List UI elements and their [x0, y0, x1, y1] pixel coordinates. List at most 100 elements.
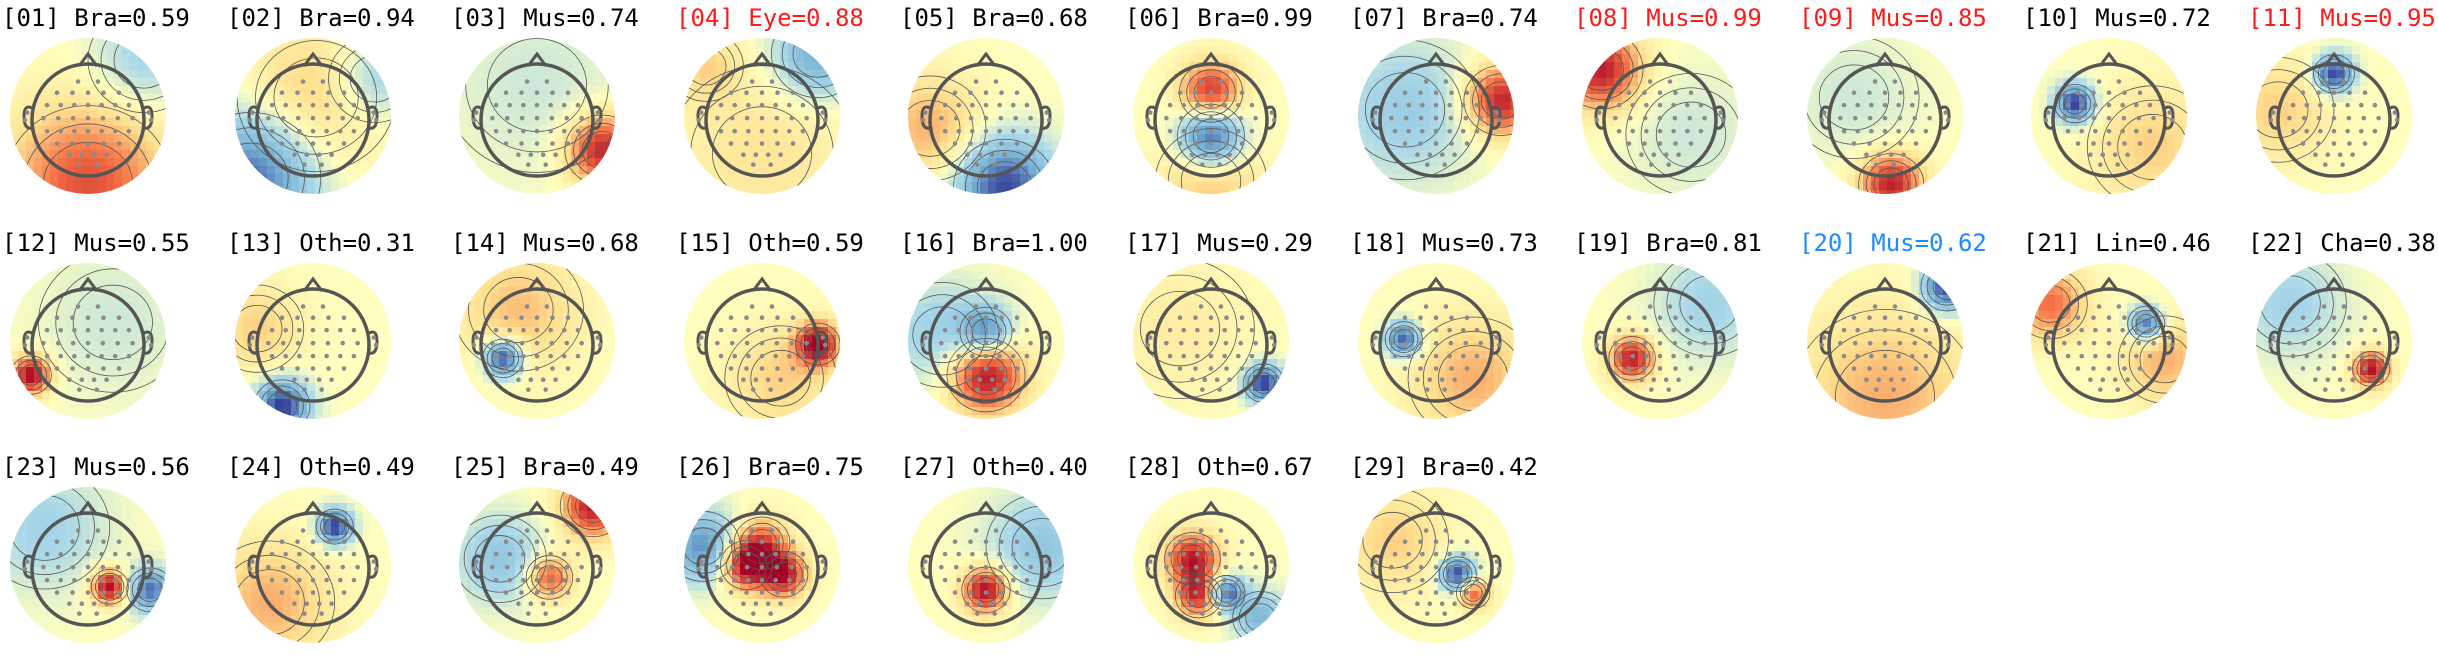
- ica-component-tile[interactable]: [12] Mus=0.55: [2, 225, 226, 447]
- topomap: [682, 36, 842, 198]
- ica-component-tile[interactable]: [14] Mus=0.68: [451, 225, 675, 447]
- ica-component-tile[interactable]: [27] Oth=0.40: [900, 449, 1124, 671]
- ica-component-tile[interactable]: [11] Mus=0.95: [2248, 0, 2438, 222]
- ica-component-tile[interactable]: [29] Bra=0.42: [1350, 449, 1574, 671]
- ica-component-tile[interactable]: [02] Bra=0.94: [227, 0, 451, 222]
- electrode-dot: [1227, 152, 1232, 157]
- component-label: [28] Oth=0.67: [1125, 449, 1365, 485]
- electrode-dot: [920, 118, 925, 123]
- electrode-dot: [1910, 129, 1915, 134]
- electrode-dot: [1215, 377, 1220, 382]
- electrode-dot: [1643, 116, 1648, 121]
- electrode-dot: [562, 578, 567, 583]
- electrode-dot: [86, 366, 91, 371]
- electrode-dot: [1044, 559, 1049, 564]
- electrode-dot: [744, 539, 749, 544]
- ica-component-tile[interactable]: [03] Mus=0.74: [451, 0, 675, 222]
- electrode-dot: [324, 578, 329, 583]
- electrode-dot: [999, 315, 1004, 320]
- electrode-dot: [326, 590, 331, 595]
- electrode-dot: [80, 601, 85, 606]
- electrode-dot: [342, 539, 347, 544]
- electrode-dot: [791, 590, 796, 595]
- electrode-dot: [943, 354, 948, 359]
- ica-component-tile[interactable]: [10] Mus=0.72: [2023, 0, 2247, 222]
- ica-component-tile[interactable]: [16] Bra=1.00: [900, 225, 1124, 447]
- ica-component-tile[interactable]: [06] Bra=0.99: [1125, 0, 1349, 222]
- electrode-dot: [92, 601, 97, 606]
- electrode-dot: [595, 559, 600, 564]
- electrode-dot: [104, 377, 109, 382]
- electrode-dot: [25, 110, 30, 115]
- ica-component-tile[interactable]: [15] Oth=0.59: [676, 225, 900, 447]
- electrode-dot: [2313, 377, 2318, 382]
- electrode-dot: [2268, 118, 2273, 123]
- ica-component-tile[interactable]: [04] Eye=0.88: [676, 0, 900, 222]
- electrode-dot: [1658, 315, 1663, 320]
- electrode-dot: [41, 565, 46, 570]
- ica-component-tile[interactable]: [08] Mus=0.99: [1574, 0, 1798, 222]
- electrode-dot: [1452, 601, 1457, 606]
- ica-component-tile[interactable]: [09] Mus=0.85: [1799, 0, 2023, 222]
- electrode-dot: [968, 539, 973, 544]
- electrode-dot: [2170, 118, 2175, 123]
- electrode-dot: [2101, 377, 2106, 382]
- topomap: [8, 36, 168, 198]
- electrode-dot: [1658, 129, 1663, 134]
- electrode-dot: [1494, 110, 1499, 115]
- electrode-dot: [820, 335, 825, 340]
- electrode-dot: [1240, 366, 1245, 371]
- ica-component-tile[interactable]: [28] Oth=0.67: [1125, 449, 1349, 671]
- electrode-dot: [954, 116, 959, 121]
- ica-component-tile[interactable]: [25] Bra=0.49: [451, 449, 675, 671]
- electrode-dot: [1617, 354, 1622, 359]
- electrode-dot: [1389, 116, 1394, 121]
- electrode-dot: [1874, 387, 1879, 392]
- electrode-dot: [1465, 590, 1470, 595]
- electrode-dot: [760, 565, 765, 570]
- ica-component-tile[interactable]: [05] Bra=0.68: [900, 0, 1124, 222]
- electrode-dot: [490, 565, 495, 570]
- ica-component-tile[interactable]: [18] Mus=0.73: [1350, 225, 1574, 447]
- electrode-dot: [2107, 328, 2112, 333]
- electrode-dot: [1910, 328, 1915, 333]
- electrode-dot: [564, 116, 569, 121]
- ica-component-tile[interactable]: [07] Bra=0.74: [1350, 0, 1574, 222]
- ica-component-tile[interactable]: [23] Mus=0.56: [2, 449, 226, 671]
- ica-component-tile[interactable]: [22] Cha=0.38: [2248, 225, 2438, 447]
- electrode-dot: [1209, 116, 1214, 121]
- electrode-dot: [101, 90, 106, 95]
- electrode-dot: [729, 315, 734, 320]
- electrode-dot: [2077, 116, 2082, 121]
- electrode-dot: [969, 341, 974, 346]
- electrode-dot: [791, 539, 796, 544]
- electrode-dot: [1644, 328, 1649, 333]
- ica-component-tile[interactable]: [13] Oth=0.31: [227, 225, 451, 447]
- electrode-dot: [965, 152, 970, 157]
- ica-component-tile[interactable]: [26] Bra=0.75: [676, 449, 900, 671]
- electrode-dot: [956, 354, 961, 359]
- electrode-dot: [352, 129, 357, 134]
- electrode-dot: [146, 559, 151, 564]
- electrode-dot: [1434, 328, 1439, 333]
- electrode-dot: [1597, 110, 1602, 115]
- ica-component-tile[interactable]: [20] Mus=0.62: [1799, 225, 2023, 447]
- electrode-dot: [1195, 103, 1200, 108]
- electrode-dot: [770, 79, 775, 84]
- electrode-dot: [2107, 103, 2112, 108]
- electrode-dot: [535, 354, 540, 359]
- ica-component-tile[interactable]: [21] Lin=0.46: [2023, 225, 2247, 447]
- electrode-dot: [2376, 116, 2381, 121]
- ica-component-tile[interactable]: [24] Oth=0.49: [227, 449, 451, 671]
- electrode-dot: [999, 141, 1004, 146]
- electrode-dot: [2167, 335, 2172, 340]
- ica-component-tile[interactable]: [01] Bra=0.59: [2, 0, 226, 222]
- electrode-dot: [1011, 578, 1016, 583]
- electrode-dot: [326, 565, 331, 570]
- electrode-dot: [566, 590, 571, 595]
- electrode-dot: [1658, 328, 1663, 333]
- ica-component-tile[interactable]: [19] Bra=0.81: [1574, 225, 1798, 447]
- electrode-dot: [1676, 377, 1681, 382]
- electrode-dot: [1642, 366, 1647, 371]
- ica-component-tile[interactable]: [17] Mus=0.29: [1125, 225, 1349, 447]
